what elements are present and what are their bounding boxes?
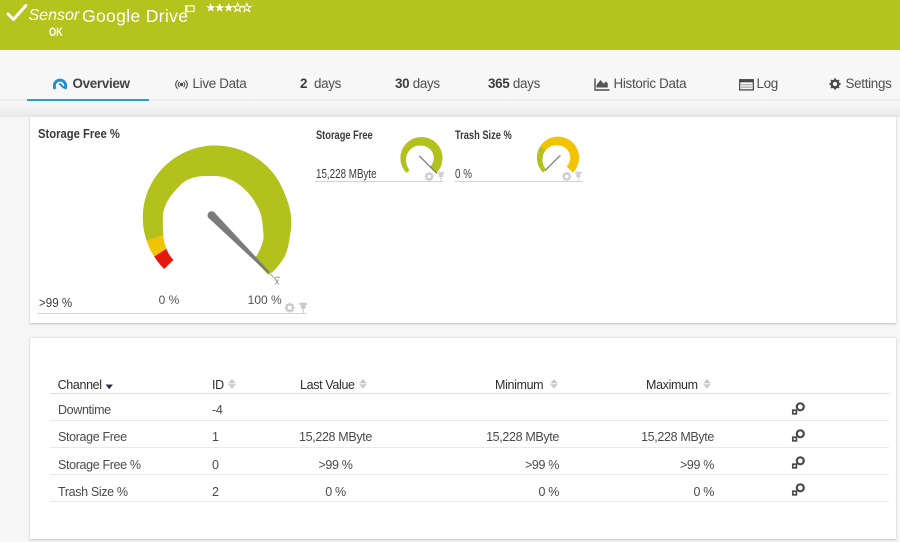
svg-text:x: x xyxy=(275,277,280,287)
